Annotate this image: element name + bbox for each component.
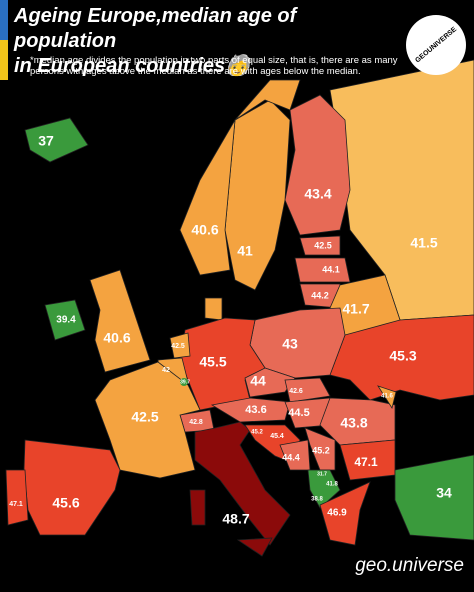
sweden xyxy=(224,99,291,291)
region-label: 37 xyxy=(38,133,54,149)
region-label: 44.5 xyxy=(288,407,309,419)
spain xyxy=(23,439,121,536)
iceland xyxy=(24,117,89,163)
region-label: 43 xyxy=(282,336,298,352)
netherlands xyxy=(169,332,191,359)
region-label: 40.6 xyxy=(103,330,130,346)
region-label: 42.8 xyxy=(189,419,203,426)
region-label: 40.6 xyxy=(191,222,218,238)
land xyxy=(5,59,474,557)
region-label: 41 xyxy=(237,243,253,259)
uk xyxy=(89,269,151,373)
region-label: 39.4 xyxy=(56,315,76,326)
region-label: 44.4 xyxy=(282,452,300,462)
russia xyxy=(329,59,474,321)
moldova xyxy=(377,385,397,410)
region-label: 45.4 xyxy=(270,433,284,440)
italy xyxy=(194,421,291,546)
title: Ageing Europe,median age of population i… xyxy=(14,4,394,79)
note: *median age divides the population in tw… xyxy=(30,55,398,77)
denmark xyxy=(204,297,223,321)
balkans-west xyxy=(307,469,341,509)
region-label: 44.1 xyxy=(322,264,340,274)
luxembourg xyxy=(180,378,188,386)
region-label: 41.5 xyxy=(410,235,437,251)
title-line: Ageing Europe,median age of population xyxy=(14,5,297,52)
region-label: 44.2 xyxy=(311,290,329,300)
region-label: 41.8 xyxy=(326,482,338,488)
region-label: 41.7 xyxy=(342,301,369,317)
labels: 37 40.6 41 43.4 41.5 42.5 44.1 44.2 41.7… xyxy=(9,133,452,527)
region-label: 46.9 xyxy=(327,508,347,519)
footer: geo.universe xyxy=(355,555,464,576)
region-label: 42 xyxy=(162,367,170,374)
slovakia xyxy=(284,377,331,403)
greece xyxy=(319,481,371,546)
region-label: 45.5 xyxy=(199,354,226,370)
region-label: 43.8 xyxy=(340,415,367,431)
region-label: 47.1 xyxy=(9,501,23,508)
region-label: 31.7 xyxy=(317,471,327,477)
title-line: in European countries🧓 xyxy=(14,55,251,77)
logo-badge xyxy=(406,15,466,75)
region-label: 43.4 xyxy=(304,186,331,202)
region-label: 45.6 xyxy=(52,495,79,511)
region-label: 45.2 xyxy=(312,445,330,455)
region-label: 42.5 xyxy=(171,343,185,350)
estonia xyxy=(299,235,341,256)
latvia xyxy=(294,257,351,283)
region-label: 38.8 xyxy=(311,497,323,503)
flag-bar xyxy=(0,0,8,80)
ukraine xyxy=(329,314,474,401)
region-label: 34 xyxy=(436,485,452,501)
region-label: 42.6 xyxy=(289,388,303,395)
sardinia xyxy=(189,489,206,526)
region-label: 45.2 xyxy=(251,430,263,436)
region-label: 42.5 xyxy=(314,240,332,250)
region-label: 43.6 xyxy=(245,404,266,416)
region-label: 39.7 xyxy=(180,379,190,385)
region-label: 41.6 xyxy=(381,394,393,400)
finland xyxy=(284,94,351,236)
portugal xyxy=(5,469,29,526)
turkey xyxy=(394,454,474,541)
norway xyxy=(179,79,301,276)
region-label: 48.7 xyxy=(222,511,249,527)
austria xyxy=(210,397,291,423)
region-label: 42.5 xyxy=(131,409,158,425)
region-label: 47.1 xyxy=(354,455,378,469)
region-label: 45.3 xyxy=(389,348,416,364)
region-label: 44 xyxy=(250,373,266,389)
ireland xyxy=(44,299,86,341)
sicily xyxy=(236,537,273,557)
